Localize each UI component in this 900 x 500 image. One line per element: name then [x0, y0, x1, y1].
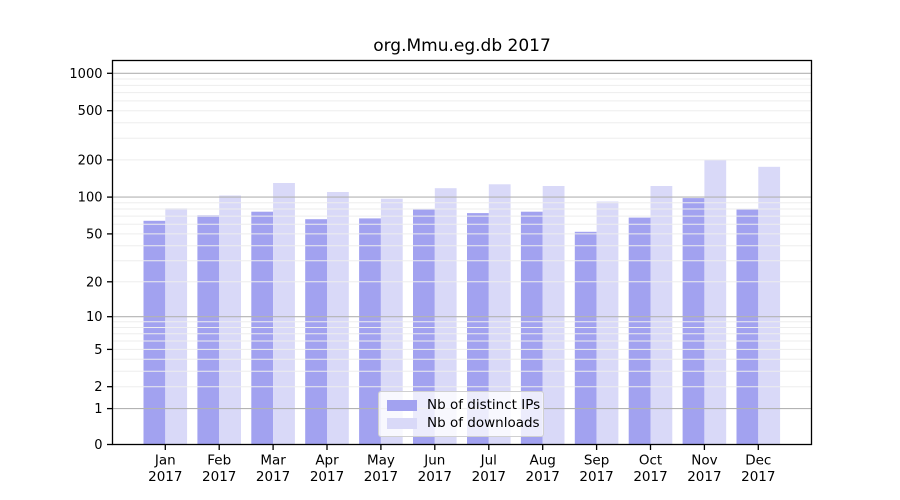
- bar-oct-downloads: [650, 186, 673, 445]
- bar-jan-distinct-ips: [143, 220, 166, 445]
- y-tick-label: 200: [78, 153, 103, 168]
- x-tick-label: Jun: [423, 453, 445, 469]
- bar-jan-downloads: [165, 208, 188, 445]
- y-tick-label: 50: [86, 227, 103, 242]
- legend-item-downloads: Nb of downloads: [387, 415, 540, 431]
- x-tick-year: 2017: [687, 469, 721, 485]
- bar-sep-distinct-ips: [574, 231, 597, 445]
- bar-aug-downloads: [542, 186, 565, 445]
- x-tick-year: 2017: [256, 469, 290, 485]
- bar-nov-downloads: [704, 159, 727, 445]
- bar-apr-downloads: [327, 192, 349, 445]
- x-tick-label: Apr: [315, 453, 339, 469]
- bar-mar-distinct-ips: [251, 211, 274, 445]
- x-tick-label: Jan: [154, 453, 176, 469]
- y-tick-label: 10: [86, 310, 103, 325]
- legend: Nb of distinct IPs Nb of downloads: [378, 391, 544, 437]
- x-tick-label: Jul: [480, 453, 497, 469]
- bar-apr-distinct-ips: [305, 219, 327, 445]
- y-tick-label: 2: [94, 380, 102, 395]
- bar-mar-downloads: [273, 183, 295, 445]
- chart-title: org.Mmu.eg.db 2017: [373, 36, 551, 56]
- bar-dec-downloads: [758, 166, 781, 445]
- x-tick-label: Nov: [691, 453, 717, 469]
- x-tick-label: Dec: [745, 453, 771, 469]
- x-tick-label: Aug: [530, 453, 556, 469]
- x-tick-year: 2017: [310, 469, 344, 485]
- y-tick-label: 1000: [69, 67, 102, 82]
- bar-oct-distinct-ips: [628, 217, 651, 445]
- legend-label-downloads: Nb of downloads: [427, 415, 540, 431]
- bar-feb-downloads: [219, 195, 241, 445]
- legend-item-distinct-ips: Nb of distinct IPs: [387, 397, 540, 413]
- x-tick-label: Mar: [260, 453, 286, 469]
- x-tick-label: Oct: [639, 453, 662, 469]
- x-tick-year: 2017: [633, 469, 667, 485]
- x-tick-year: 2017: [579, 469, 613, 485]
- gridlines: [113, 72, 811, 410]
- y-tick-label: 20: [86, 275, 103, 290]
- x-axis: Jan2017Feb2017Mar2017Apr2017May2017Jun20…: [148, 444, 775, 485]
- y-tick-label: 5: [94, 343, 102, 358]
- x-tick-year: 2017: [148, 469, 182, 485]
- x-tick-label: Sep: [584, 453, 609, 469]
- plot-border: [111, 59, 813, 446]
- x-tick-year: 2017: [472, 469, 506, 485]
- bar-jul-downloads: [488, 184, 511, 445]
- y-tick-label: 100: [78, 191, 103, 206]
- x-tick-year: 2017: [202, 469, 236, 485]
- bar-feb-distinct-ips: [197, 215, 220, 445]
- legend-swatch-downloads: [387, 417, 417, 429]
- y-tick-label: 1: [94, 402, 102, 417]
- legend-swatch-distinct-ips: [387, 399, 417, 411]
- y-tick-label: 0: [94, 438, 102, 453]
- x-tick-year: 2017: [741, 469, 775, 485]
- y-axis: 0 1 2 5 10 20 50 100 200 500 1000: [69, 67, 113, 453]
- x-tick-year: 2017: [526, 469, 560, 485]
- bar-may-distinct-ips: [359, 218, 381, 445]
- bar-sep-downloads: [596, 201, 619, 445]
- legend-label-distinct-ips: Nb of distinct IPs: [427, 397, 541, 413]
- y-tick-label: 500: [78, 104, 103, 119]
- x-tick-label: May: [367, 453, 395, 469]
- x-tick-label: Feb: [207, 453, 231, 469]
- x-tick-year: 2017: [418, 469, 452, 485]
- x-tick-year: 2017: [364, 469, 398, 485]
